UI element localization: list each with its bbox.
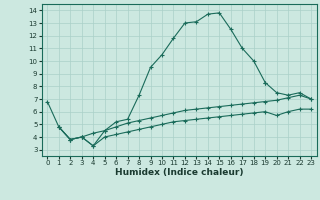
- X-axis label: Humidex (Indice chaleur): Humidex (Indice chaleur): [115, 168, 244, 177]
